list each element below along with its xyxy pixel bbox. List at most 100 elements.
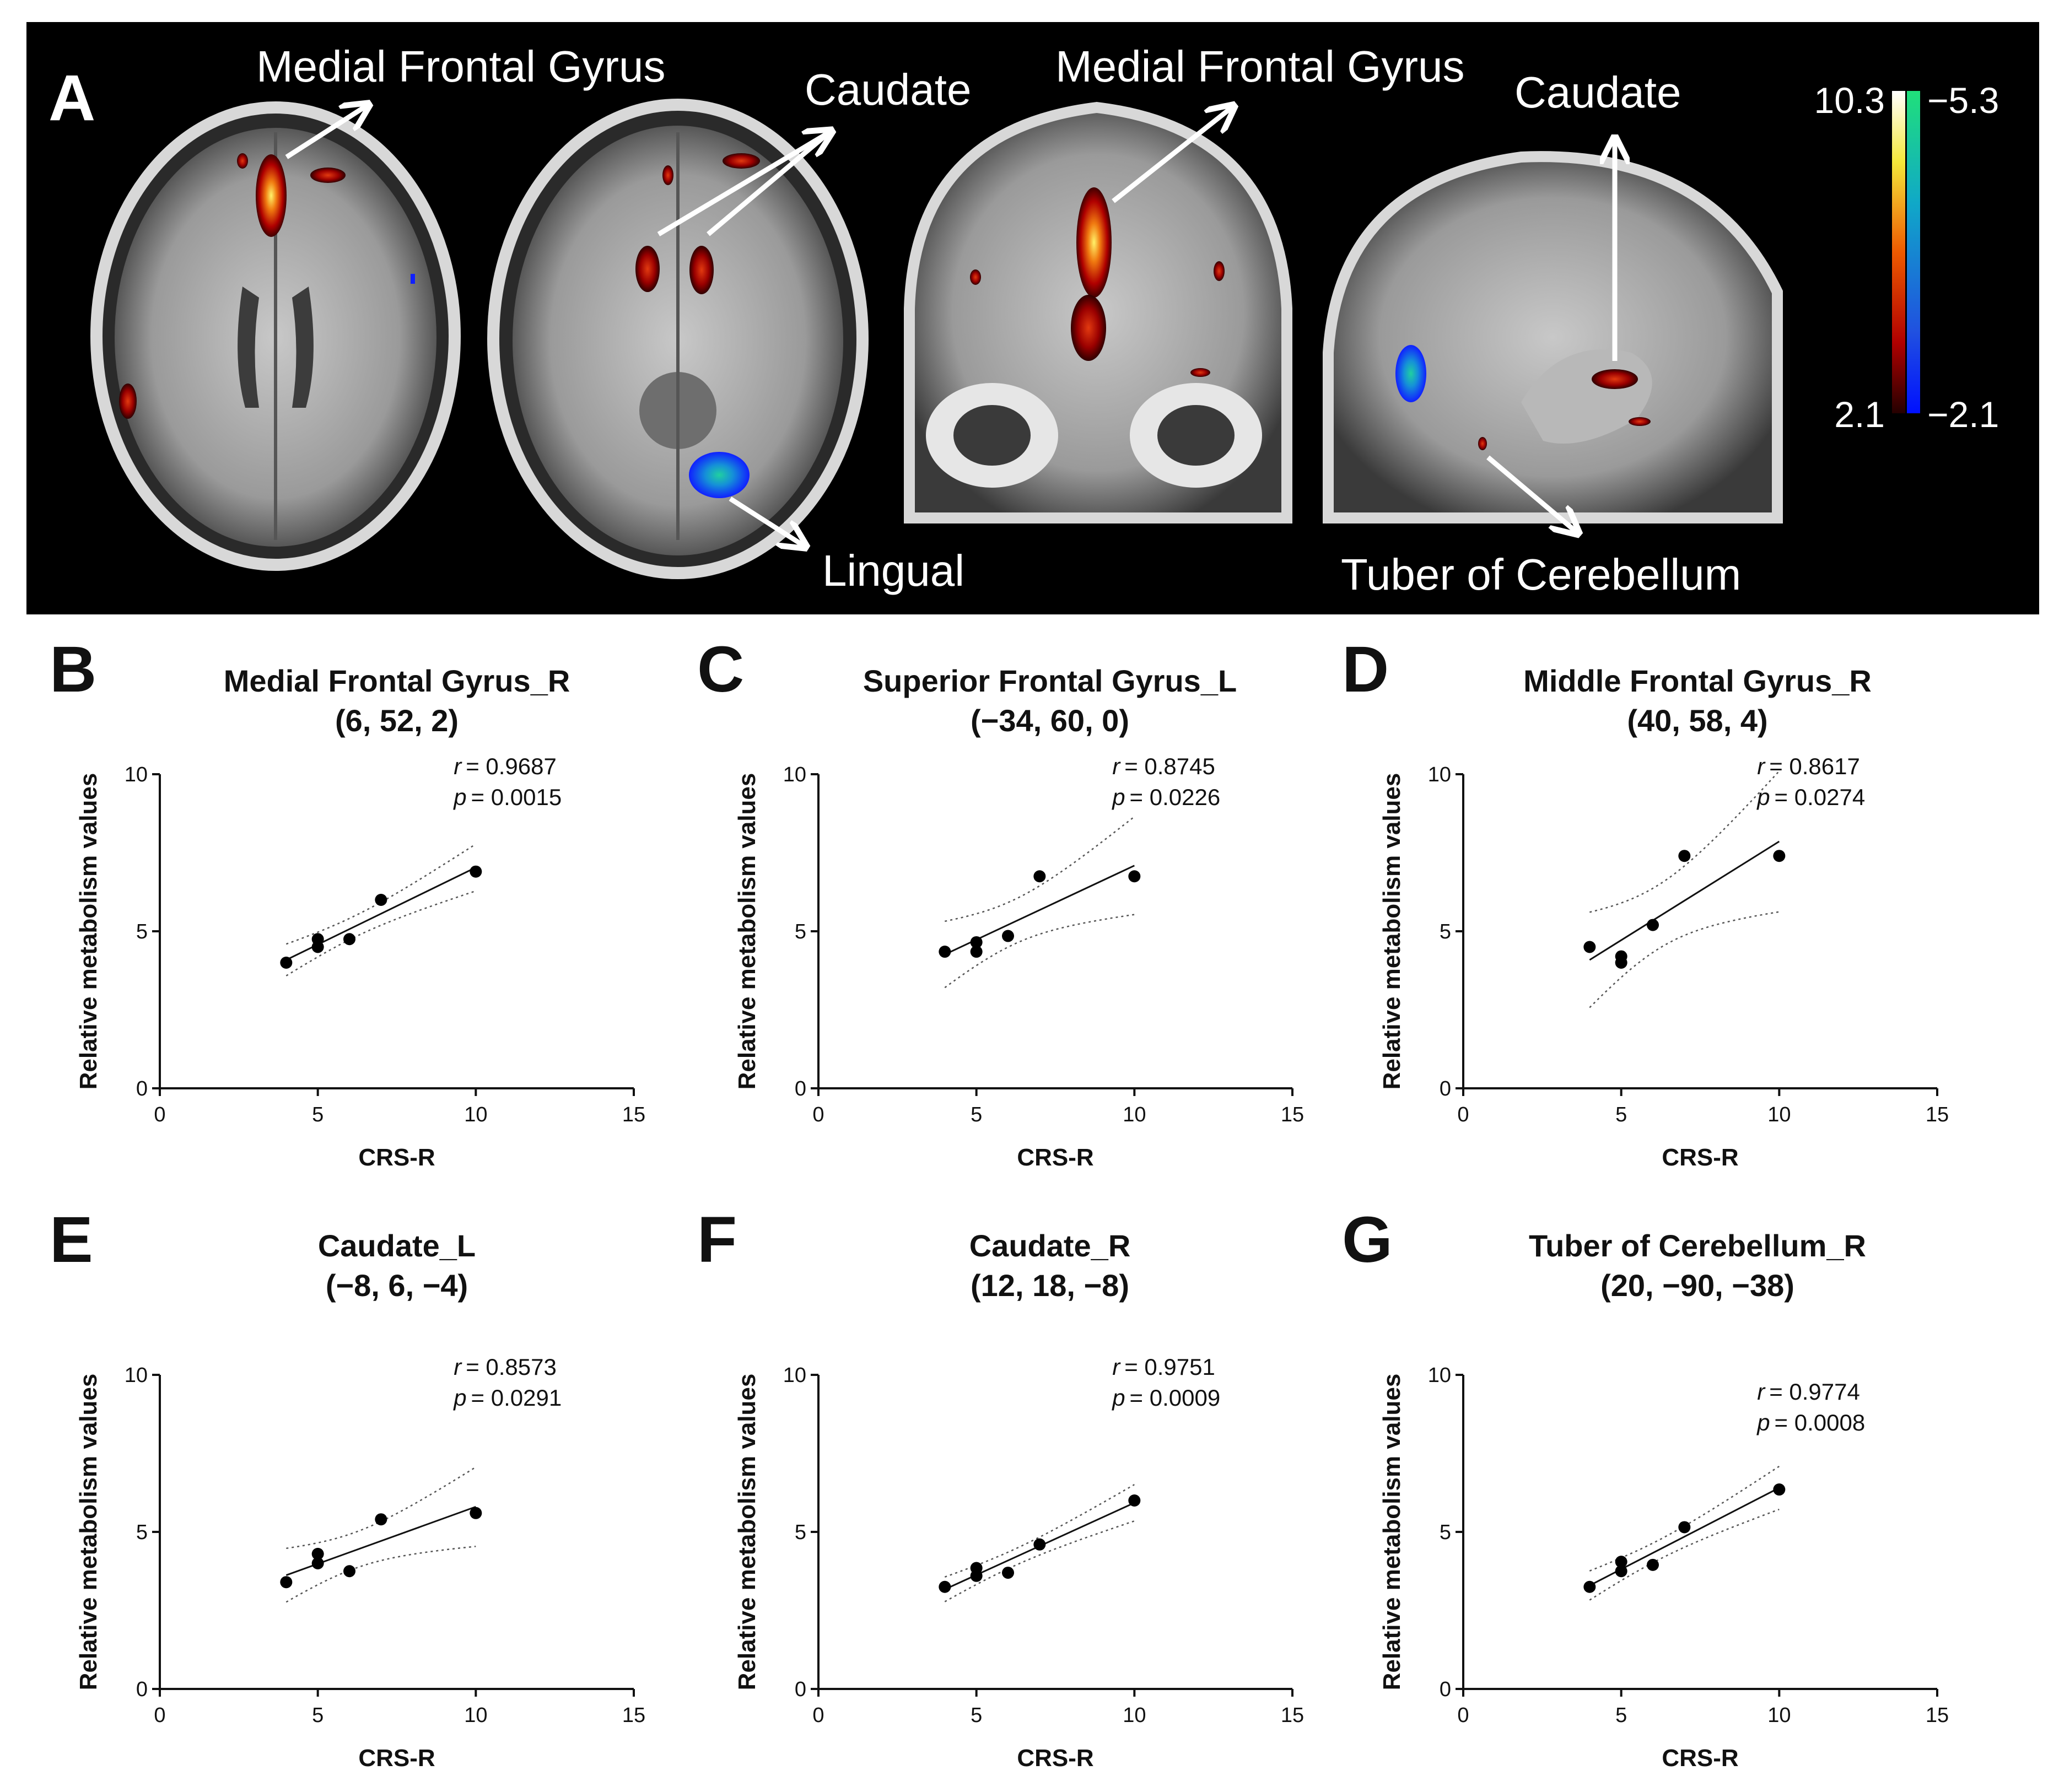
label-caudate-sagittal: Caudate — [1514, 68, 1681, 117]
p-symbol: p — [1111, 784, 1125, 810]
data-point — [1615, 950, 1627, 963]
chart-subtitle: (−34, 60, 0) — [971, 703, 1129, 738]
data-point — [470, 865, 482, 878]
y-tick-label: 5 — [136, 1521, 148, 1544]
panel-letter-c: C — [697, 633, 744, 706]
y-tick-label: 10 — [125, 1364, 148, 1387]
data-point — [343, 1565, 355, 1578]
p-statistic: p = 0.0009 — [1111, 1385, 1220, 1411]
chart-title: Medial Frontal Gyrus_R — [224, 663, 570, 698]
chart-subtitle: (6, 52, 2) — [335, 703, 459, 738]
data-point — [1583, 941, 1596, 953]
label-lingual: Lingual — [822, 546, 964, 595]
panel-letter-e: E — [50, 1203, 93, 1276]
r-value: = 0.8617 — [1769, 753, 1860, 779]
scatter-panel-f: F Caudate_R (12, 18, −8) 0 5 10 15 0 5 10 CRS-R Rel… — [697, 1203, 1304, 1772]
p-symbol: p — [452, 784, 466, 810]
r-value: = 0.9774 — [1769, 1379, 1860, 1405]
x-tick-label: 5 — [1615, 1103, 1627, 1126]
r-statistic: r = 0.9687 — [454, 753, 557, 779]
y-tick-label: 0 — [795, 1678, 806, 1701]
x-tick-label: 5 — [971, 1103, 982, 1126]
data-point — [470, 1507, 482, 1519]
x-tick-label: 10 — [464, 1704, 487, 1727]
data-point — [311, 1557, 324, 1569]
y-tick-label: 5 — [795, 920, 806, 943]
y-tick-label: 0 — [1440, 1077, 1451, 1100]
y-axis-title: Relative metabolism values — [734, 773, 761, 1090]
x-tick-label: 0 — [1457, 1704, 1469, 1727]
scatter-panel-e: E Caudate_L (−8, 6, −4) 0 5 10 15 0 5 10 CRS-R Rela… — [50, 1203, 645, 1772]
y-tick-label: 0 — [1440, 1678, 1451, 1701]
r-statistic: r = 0.8573 — [454, 1354, 557, 1380]
x-tick-label: 15 — [1926, 1704, 1949, 1727]
y-axis-title: Relative metabolism values — [75, 773, 102, 1090]
data-point — [1002, 930, 1014, 942]
r-symbol: r — [1757, 753, 1766, 779]
confidence-band-upper — [1589, 1465, 1780, 1572]
x-tick-label: 15 — [622, 1103, 645, 1126]
data-point — [311, 933, 324, 946]
chart-title: Tuber of Cerebellum_R — [1529, 1228, 1866, 1263]
colorbar-pos-min: 2.1 — [1834, 394, 1885, 435]
x-axis-title: CRS-R — [1017, 1745, 1093, 1772]
r-symbol: r — [454, 753, 462, 779]
x-axis-title: CRS-R — [1017, 1144, 1093, 1171]
r-symbol: r — [1757, 1379, 1766, 1405]
data-point — [1033, 870, 1046, 883]
chart-subtitle: (40, 58, 4) — [1627, 703, 1767, 738]
data-point — [1773, 1483, 1786, 1496]
scatter-panel-g: G Tuber of Cerebellum_R (20, −90, −38) 0 5 10… — [1342, 1203, 1949, 1772]
x-tick-label: 5 — [971, 1704, 982, 1727]
p-value: = 0.0226 — [1130, 784, 1221, 810]
x-axis-title: CRS-R — [358, 1745, 435, 1772]
data-point — [1678, 850, 1691, 862]
label-tuber-of-cerebellum: Tuber of Cerebellum — [1341, 550, 1741, 599]
x-tick-label: 5 — [1615, 1704, 1627, 1727]
chart-subtitle: (20, −90, −38) — [1600, 1268, 1794, 1303]
panel-letter-f: F — [697, 1203, 737, 1276]
panel-letter-b: B — [50, 633, 96, 706]
colorbar-pos-max: 10.3 — [1814, 80, 1885, 121]
y-axis-title: Relative metabolism values — [1378, 773, 1405, 1090]
data-point — [280, 1576, 293, 1589]
x-tick-label: 0 — [812, 1704, 824, 1727]
chart-title: Superior Frontal Gyrus_L — [863, 663, 1237, 698]
confidence-band-lower — [944, 1520, 1135, 1602]
panel-letter-g: G — [1342, 1203, 1393, 1276]
colorbar-neg-max: −5.3 — [1927, 80, 1999, 121]
y-tick-label: 5 — [1440, 920, 1451, 943]
panel-letter-a: A — [48, 62, 95, 134]
x-tick-label: 15 — [1281, 1704, 1304, 1727]
chart-title: Caudate_L — [318, 1228, 476, 1263]
p-statistic: p = 0.0274 — [1756, 784, 1865, 810]
r-symbol: r — [1112, 753, 1121, 779]
data-point — [311, 1547, 324, 1560]
r-statistic: r = 0.8617 — [1757, 753, 1860, 779]
p-symbol: p — [1111, 1385, 1125, 1411]
x-tick-label: 10 — [1767, 1103, 1791, 1126]
data-point — [343, 933, 355, 946]
chart-title: Middle Frontal Gyrus_R — [1523, 663, 1872, 698]
brain-slice-sagittal — [1323, 141, 1783, 532]
chart-subtitle: (−8, 6, −4) — [326, 1268, 468, 1303]
data-point — [1002, 1567, 1014, 1579]
chart-title: Caudate_R — [969, 1228, 1131, 1263]
y-tick-label: 0 — [136, 1678, 148, 1701]
y-tick-label: 10 — [125, 763, 148, 786]
data-point — [1583, 1580, 1596, 1593]
r-value: = 0.8573 — [466, 1354, 557, 1380]
y-axis-title: Relative metabolism values — [75, 1374, 102, 1691]
p-value: = 0.0015 — [471, 784, 562, 810]
y-tick-label: 0 — [795, 1077, 806, 1100]
data-point — [1678, 1521, 1691, 1534]
x-tick-label: 0 — [812, 1103, 824, 1126]
y-tick-label: 10 — [1428, 1364, 1451, 1387]
regression-line — [1589, 840, 1780, 961]
confidence-band-upper — [945, 816, 1135, 922]
x-axis-title: CRS-R — [1662, 1745, 1738, 1772]
p-statistic: p = 0.0291 — [452, 1385, 562, 1411]
y-tick-label: 10 — [1428, 763, 1451, 786]
confidence-band-lower — [1589, 1508, 1780, 1601]
